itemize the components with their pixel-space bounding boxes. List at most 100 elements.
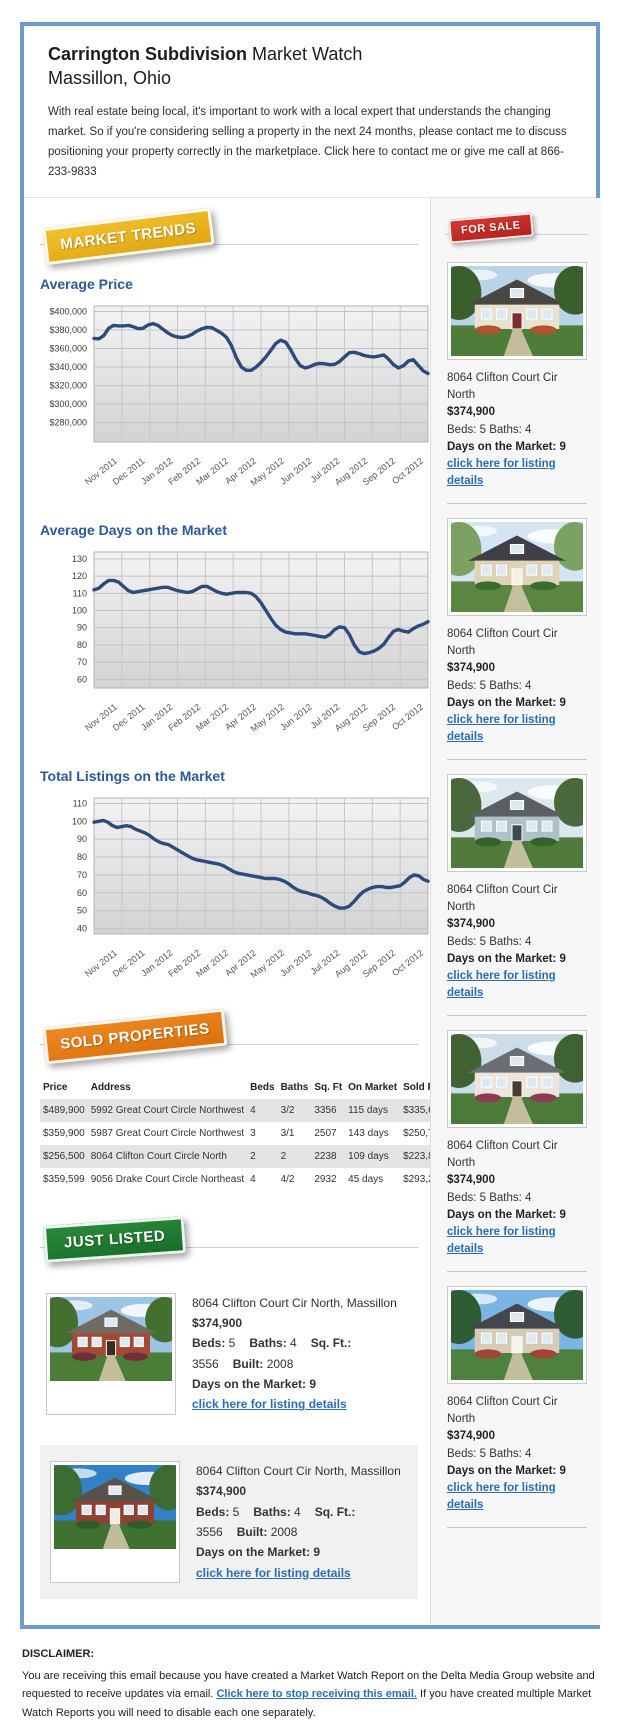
disclaimer-heading: DISCLAIMER:	[22, 1648, 95, 1661]
spec-label: Baths:	[249, 1336, 287, 1351]
spec-label: Beds:	[192, 1336, 226, 1351]
for-sale-listing: 8064 Clifton Court Cir North $374,900 Beds…	[436, 1285, 597, 1528]
listing-price: $374,900	[192, 1315, 243, 1330]
listing-price: $374,900	[447, 406, 495, 419]
table-cell: 2507	[314, 1127, 337, 1139]
table-cell: 5987 Great Court Circle Northwest	[90, 1127, 245, 1139]
table-row: $359,599 9056 Drake Court Circle Northeas…	[40, 1168, 455, 1191]
listing-days-on-market: Days on the Market: 9	[196, 1545, 321, 1560]
total-listings-chart-block: Total Listings on the Market 110 100 90 80 7…	[40, 768, 430, 992]
listing-specs: Beds: 5 Baths: 4 Sq. Ft.: 3556 Built: 2008	[192, 1333, 412, 1374]
report-name: Carrington Subdivision	[48, 44, 248, 64]
table-cell: 2932	[314, 1173, 337, 1185]
table-cell: 9056 Drake Court Circle Northeast	[90, 1173, 245, 1185]
listing-photo[interactable]	[436, 773, 597, 872]
average-price-chart-block: Average Price $400,000 $380,000 $360,000 $3…	[40, 275, 430, 500]
svg-text:$400,000: $400,000	[49, 306, 87, 316]
table-cell: 5992 Great Court Circle Northwest	[87, 1098, 248, 1122]
listing-address: 8064 Clifton Court Cir North, Massillon	[192, 1295, 397, 1310]
just-listed-info: 8064 Clifton Court Cir North, Massillon $…	[192, 1293, 412, 1415]
table-cell: 4/2	[280, 1173, 295, 1185]
listing-address: 8064 Clifton Court Cir North	[447, 883, 558, 913]
intro-text: With real estate being local, it's impor…	[48, 106, 567, 179]
listing-price: $374,900	[447, 1430, 495, 1443]
listing-details-link[interactable]: click here for listing details	[196, 1565, 351, 1580]
divider	[40, 243, 418, 245]
table-cell: $359,900	[43, 1127, 85, 1139]
listing-details-link[interactable]: click here for listing details	[192, 1397, 347, 1412]
listing-spec: Built: 2008	[232, 1356, 294, 1371]
listing-photo[interactable]	[436, 261, 597, 360]
listing-spec: Beds: 5	[196, 1504, 240, 1519]
listing-divider	[447, 502, 587, 504]
house-photo-image	[436, 1289, 597, 1380]
listing-days-on-market: Days on the Market: 9	[447, 952, 566, 965]
listing-details-link[interactable]: click here for listing details	[447, 458, 556, 488]
table-cell: 3	[250, 1127, 256, 1139]
average-price-chart: $400,000 $380,000 $360,000 $340,000 $320,000…	[49, 305, 430, 487]
average-days-chart-block: Average Days on the Market 130 120 110 100 9…	[40, 522, 430, 746]
chart-title: Average Price	[40, 275, 133, 292]
table-cell: $489,900	[40, 1098, 88, 1122]
table-cell: 45 days	[348, 1173, 384, 1185]
svg-text:50: 50	[77, 905, 87, 915]
svg-text:Oct 2012: Oct 2012	[390, 947, 425, 977]
svg-text:Jun 2012: Jun 2012	[278, 701, 313, 732]
listing-price: $374,900	[447, 918, 495, 931]
svg-text:70: 70	[77, 869, 87, 879]
spec-label: Sq. Ft.:	[314, 1504, 356, 1519]
listing-spec: Baths: 4	[253, 1504, 301, 1519]
listing-details-link[interactable]: click here for listing details	[447, 714, 556, 744]
listing-photo[interactable]	[436, 1029, 597, 1128]
just-listed-item: 8064 Clifton Court Cir North, Massillon $…	[36, 1279, 418, 1429]
svg-text:90: 90	[77, 622, 87, 632]
listing-beds-baths: Beds: 5 Baths: 4	[447, 423, 532, 436]
listing-photo[interactable]	[40, 1460, 189, 1584]
svg-text:130: 130	[72, 553, 87, 563]
svg-text:Oct 2012: Oct 2012	[390, 455, 425, 485]
svg-text:$380,000: $380,000	[49, 325, 87, 335]
svg-text:80: 80	[77, 639, 87, 649]
table-cell: 115 days	[345, 1098, 401, 1122]
listing-address: 8064 Clifton Court Cir North	[447, 371, 558, 401]
listing-price: $374,900	[447, 1174, 495, 1187]
sidebar: FOR SALE 8064 Clifton Court Cir North $37…	[430, 197, 601, 1626]
table-cell: $293,200	[403, 1173, 445, 1185]
listing-photo[interactable]	[36, 1292, 185, 1415]
page-title: Carrington Subdivision Market Watch	[48, 44, 572, 65]
report-type: Market Watch	[252, 44, 363, 64]
just-listed-badge: JUST LISTED	[42, 1215, 187, 1263]
listing-details-link[interactable]: click here for listing details	[447, 1226, 556, 1256]
svg-text:90: 90	[77, 834, 87, 844]
listing-spec: Beds: 5	[192, 1336, 236, 1351]
report-location: Massillon, Ohio	[48, 68, 172, 88]
svg-text:80: 80	[77, 852, 87, 862]
listing-days-on-market: Days on the Market: 9	[447, 696, 566, 709]
table-cell: 2	[247, 1144, 278, 1168]
sold-properties-badge: SOLD PROPERTIES	[42, 1008, 228, 1064]
sold-properties-table: Price Address Beds Baths Sq. Ft On Marke…	[40, 1076, 455, 1191]
table-cell: 109 days	[345, 1144, 401, 1168]
email-container: Carrington Subdivision Market Watch Mass…	[20, 22, 601, 1630]
for-sale-listing: 8064 Clifton Court Cir North $374,900 Beds…	[436, 1029, 597, 1272]
listing-details-link[interactable]: click here for listing details	[447, 1482, 556, 1512]
table-cell: $250,700	[403, 1127, 445, 1139]
unsubscribe-link[interactable]: Click here to stop receiving this email.	[216, 1688, 417, 1701]
listing-price: $374,900	[196, 1484, 247, 1499]
svg-text:Jun 2012: Jun 2012	[278, 947, 313, 978]
table-cell: 8064 Clifton Court Circle North	[87, 1144, 248, 1168]
listing-spec: Built: 2008	[236, 1525, 298, 1540]
just-listed-info: 8064 Clifton Court Cir North, Massillon $…	[196, 1461, 408, 1583]
listing-spec: Baths: 4	[249, 1336, 297, 1351]
column-header-address: Address	[90, 1081, 131, 1093]
listing-details-link[interactable]: click here for listing details	[447, 970, 556, 1000]
svg-text:110: 110	[73, 588, 87, 598]
svg-text:Oct 2012: Oct 2012	[390, 701, 425, 731]
house-photo-image	[436, 1033, 597, 1124]
listing-photo[interactable]	[436, 1285, 597, 1384]
just-listed-list: 8064 Clifton Court Cir North, Massillon $…	[36, 1279, 418, 1600]
svg-text:40: 40	[77, 923, 87, 933]
table-cell: 143 days	[348, 1127, 389, 1139]
listing-photo[interactable]	[436, 517, 597, 616]
